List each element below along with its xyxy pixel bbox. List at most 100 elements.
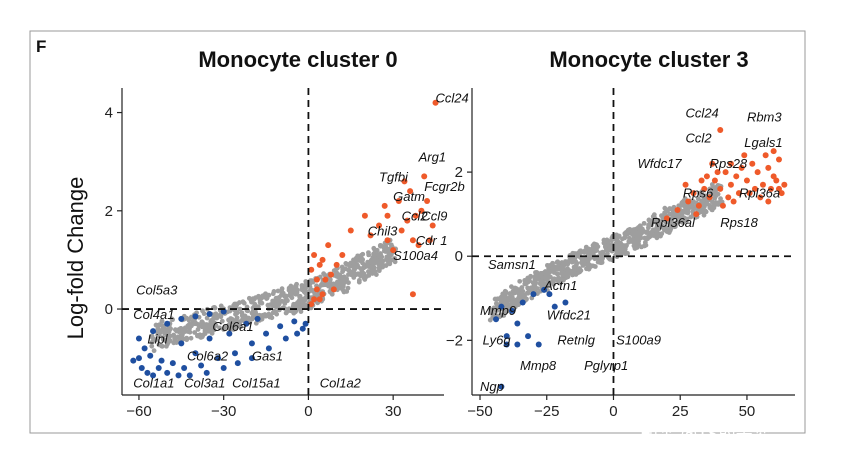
gene-label: Gas1 (252, 349, 283, 364)
neutral-point (340, 269, 345, 275)
up-point (709, 160, 716, 167)
neutral-point (519, 293, 525, 298)
neutral-point (638, 235, 644, 241)
neutral-point (557, 280, 563, 286)
down-point (206, 310, 213, 317)
neutral-point (356, 277, 362, 283)
neutral-point (602, 239, 608, 245)
y-tick-label: 4 (105, 105, 113, 122)
neutral-point (618, 247, 624, 253)
down-point (181, 364, 188, 371)
up-point (390, 247, 397, 254)
neutral-point (493, 307, 499, 313)
up-point (727, 181, 734, 188)
neutral-point (345, 285, 351, 291)
y-tick-label: 2 (105, 203, 113, 220)
neutral-point (279, 286, 285, 292)
x-tick-label: 25 (672, 403, 689, 420)
up-point (308, 266, 315, 273)
neutral-point (237, 306, 243, 312)
down-point (503, 341, 510, 348)
down-point (178, 315, 185, 322)
neutral-point (208, 319, 214, 325)
neutral-point (623, 244, 629, 250)
neutral-point (501, 297, 507, 303)
neutral-point (211, 327, 217, 333)
neutral-point (237, 321, 242, 326)
neutral-point (599, 253, 605, 259)
neutral-point (164, 343, 169, 349)
neutral-point (510, 296, 515, 302)
y-tick-label: 0 (455, 248, 463, 265)
up-point (432, 99, 439, 106)
gene-label: Ccl24 (686, 105, 719, 120)
up-point (757, 194, 764, 201)
neutral-point (656, 218, 662, 223)
neutral-point (536, 274, 541, 280)
up-point (765, 198, 772, 205)
up-point (727, 160, 734, 167)
neutral-point (159, 343, 165, 349)
down-point (231, 350, 238, 357)
neutral-point (646, 222, 651, 228)
neutral-point (641, 220, 647, 226)
neutral-point (645, 229, 650, 235)
neutral-point (607, 256, 613, 262)
up-point (424, 197, 431, 204)
x-tick-label: 0 (609, 403, 617, 420)
down-point (164, 369, 171, 376)
neutral-point (650, 219, 656, 225)
down-point (192, 350, 199, 357)
neutral-point (170, 317, 175, 323)
neutral-point (158, 328, 164, 333)
up-point (339, 252, 346, 259)
neutral-point (346, 272, 351, 277)
up-point (412, 212, 419, 219)
neutral-point (527, 288, 532, 293)
up-point (398, 227, 405, 234)
down-point (155, 364, 162, 371)
neutral-point (534, 270, 540, 276)
neutral-point (361, 275, 367, 281)
neutral-point (619, 236, 625, 242)
up-point (319, 291, 326, 298)
down-point (509, 307, 516, 314)
neutral-point (358, 252, 364, 258)
neutral-point (222, 324, 228, 330)
neutral-point (639, 230, 644, 236)
neutral-point (573, 259, 579, 264)
neutral-point (503, 289, 509, 295)
down-point (243, 320, 250, 327)
down-point (498, 303, 505, 310)
neutral-point (377, 243, 383, 248)
neutral-point (495, 296, 501, 302)
panel-letter: F (36, 37, 46, 56)
neutral-point (371, 245, 377, 251)
up-point (401, 178, 408, 185)
neutral-point (594, 248, 600, 253)
neutral-point (632, 246, 638, 251)
neutral-point (246, 295, 252, 301)
neutral-point (373, 256, 379, 262)
down-point (150, 372, 157, 379)
neutral-point (705, 201, 710, 207)
down-point (514, 320, 521, 327)
neutral-point (577, 266, 582, 272)
neutral-point (303, 288, 309, 294)
up-point (316, 261, 323, 268)
down-point (299, 325, 306, 332)
neutral-point (680, 220, 686, 226)
up-point (663, 215, 670, 222)
up-point (749, 160, 756, 167)
neutral-point (384, 258, 390, 264)
neutral-point (599, 260, 605, 265)
gene-label: Rps18 (720, 215, 758, 230)
neutral-point (293, 304, 299, 309)
down-point (302, 320, 309, 327)
neutral-point (591, 241, 597, 247)
up-point (685, 198, 692, 205)
neutral-point (358, 266, 364, 272)
y-tick-label: 0 (105, 301, 113, 318)
gene-label: Samsn1 (488, 257, 536, 272)
